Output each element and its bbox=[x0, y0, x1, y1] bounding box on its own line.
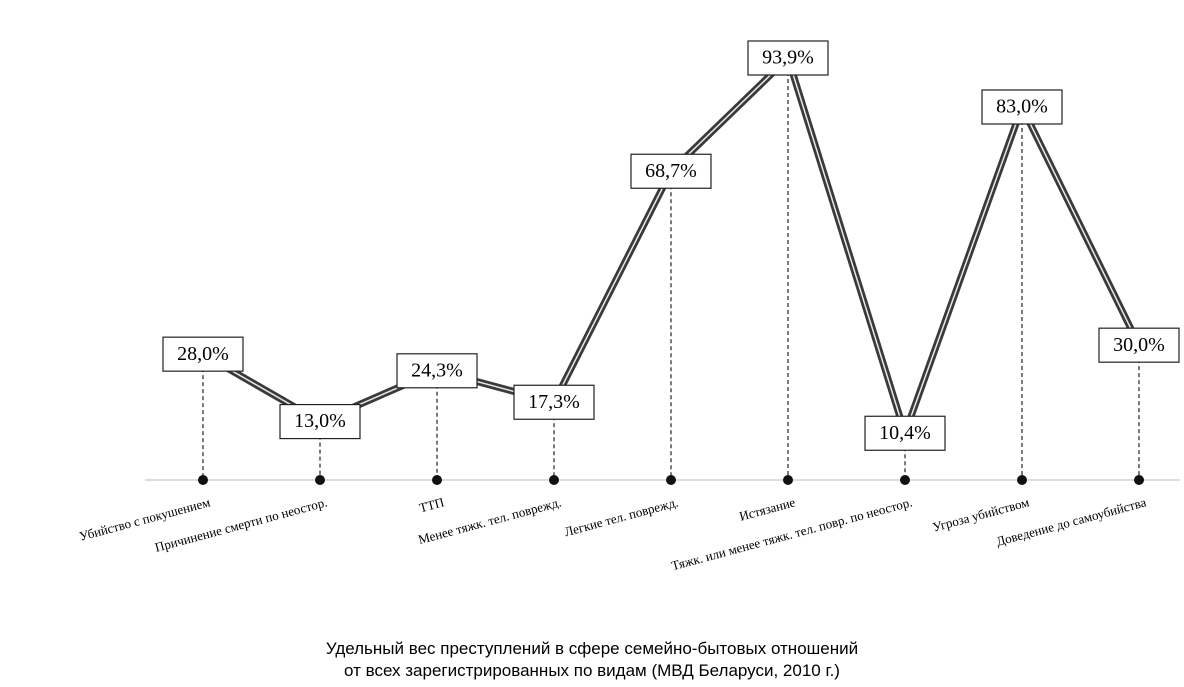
value-label-box bbox=[864, 415, 946, 451]
value-label: 28,0% bbox=[177, 343, 229, 365]
value-label-box bbox=[981, 89, 1063, 125]
value-label: 10,4% bbox=[879, 422, 931, 444]
category-dot bbox=[783, 475, 793, 485]
category-dot bbox=[315, 475, 325, 485]
value-label: 24,3% bbox=[411, 359, 463, 381]
value-label: 30,0% bbox=[1113, 334, 1165, 356]
value-label-box bbox=[630, 153, 712, 189]
value-label: 93,9% bbox=[762, 47, 814, 69]
value-label-box bbox=[1098, 327, 1180, 363]
x-tick-label: Легкие тел. поврежд. bbox=[563, 494, 680, 539]
x-tick-label: ТТП bbox=[417, 494, 445, 515]
category-dot bbox=[666, 475, 676, 485]
value-label-box bbox=[396, 353, 478, 389]
value-label-box bbox=[513, 384, 595, 420]
chart-title: от всех зарегистрированных по видам (МВД… bbox=[344, 661, 840, 680]
category-dot bbox=[900, 475, 910, 485]
value-label: 17,3% bbox=[528, 391, 580, 413]
category-dot bbox=[549, 475, 559, 485]
value-label: 68,7% bbox=[645, 160, 697, 182]
chart-title: Удельный вес преступлений в сфере семейн… bbox=[326, 639, 858, 658]
x-tick-label: Истязание bbox=[738, 494, 797, 523]
category-dot bbox=[1017, 475, 1027, 485]
category-dot bbox=[432, 475, 442, 485]
value-label-box bbox=[279, 403, 361, 440]
value-label-box bbox=[162, 336, 244, 372]
category-dot bbox=[198, 475, 208, 485]
value-label: 83,0% bbox=[996, 96, 1048, 118]
value-label-box bbox=[747, 40, 829, 76]
category-dot bbox=[1134, 475, 1144, 485]
value-label: 13,0% bbox=[294, 410, 346, 432]
